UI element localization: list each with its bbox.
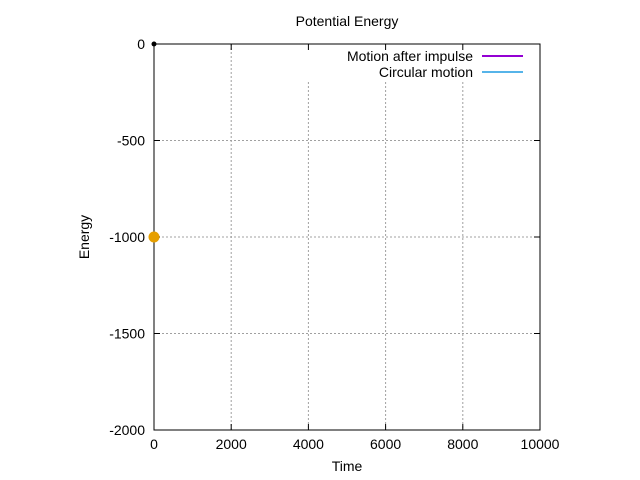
x-axis-label: Time xyxy=(332,458,363,474)
x-tick-label: 8000 xyxy=(447,436,478,452)
y-axis-label: Energy xyxy=(76,215,92,259)
data-point xyxy=(148,231,160,243)
y-tick-label: -2000 xyxy=(109,422,145,438)
y-tick-label: 0 xyxy=(137,36,145,52)
axes: 0 2000 4000 6000 8000 10000 0 -500 -1000 -1500 -20… xyxy=(109,36,559,452)
x-tick-label: 10000 xyxy=(521,436,560,452)
y-tick-label: -500 xyxy=(117,133,145,149)
chart-title: Potential Energy xyxy=(296,13,399,29)
legend-label: Circular motion xyxy=(379,64,473,80)
x-tick-label: 6000 xyxy=(370,436,401,452)
y-tick-label: -1500 xyxy=(109,326,145,342)
legend-label: Motion after impulse xyxy=(347,48,473,64)
grid xyxy=(154,44,540,430)
x-tick-label: 0 xyxy=(150,436,158,452)
x-tick-label: 2000 xyxy=(216,436,247,452)
data-point xyxy=(151,41,157,47)
x-tick-label: 4000 xyxy=(293,436,324,452)
plot-area xyxy=(148,41,160,243)
y-tick-label: -1000 xyxy=(109,229,145,245)
